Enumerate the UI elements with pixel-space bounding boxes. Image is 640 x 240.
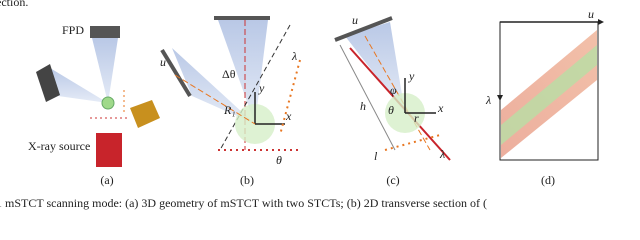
label: X-ray source <box>28 139 90 153</box>
arrow <box>598 19 604 25</box>
source <box>130 100 160 128</box>
beam <box>172 48 255 124</box>
ray <box>364 35 431 151</box>
label: y <box>258 81 265 95</box>
path <box>384 134 441 151</box>
label: φ <box>390 83 397 97</box>
object <box>101 96 115 110</box>
panel-label: (c) <box>386 173 399 187</box>
label: θ <box>276 153 282 167</box>
beam <box>345 22 405 113</box>
label: y <box>408 69 415 83</box>
caption: 1 mSTCT scanning mode: (a) 3D geometry o… <box>0 196 487 210</box>
label: u <box>588 7 594 21</box>
label: r <box>414 111 419 125</box>
panel-d: u λ (d) <box>485 7 604 187</box>
label: u <box>160 55 166 69</box>
label: θ <box>388 103 394 117</box>
beam <box>92 38 118 103</box>
label: l <box>374 149 378 163</box>
panel-label: (a) <box>100 173 113 187</box>
detector <box>90 26 120 38</box>
ray <box>174 74 256 125</box>
label: u <box>352 13 358 27</box>
panel-a: FPD X-ray source (a) <box>28 23 160 187</box>
panel-c: u φ y x θ r h l λ (c) <box>334 13 451 187</box>
label: λ <box>485 93 491 107</box>
top-text: ection. <box>0 0 28 9</box>
path <box>279 59 301 136</box>
panel-b: u Δθ λ R₁ x y θ (b) <box>160 16 301 187</box>
page: {"top_text": "ection.", "panels": [ {"la… <box>0 0 604 210</box>
beam <box>50 68 108 103</box>
panel-label: (d) <box>541 173 555 187</box>
detector <box>36 64 60 102</box>
label: λ <box>291 49 297 63</box>
guide <box>339 44 396 151</box>
label: h <box>360 99 366 113</box>
detector <box>160 48 192 98</box>
label: FPD <box>62 23 84 37</box>
source <box>96 133 122 167</box>
label: R₁ <box>223 103 236 117</box>
label: x <box>285 109 292 123</box>
figure: ection. FPD X-ray source (a) u Δθ λ R₁ x… <box>0 0 604 210</box>
arrow <box>497 95 503 101</box>
band <box>501 45 597 145</box>
label: x <box>437 101 444 115</box>
label: Δθ <box>222 67 236 81</box>
detector <box>334 16 393 42</box>
panel-label: (b) <box>240 173 254 187</box>
label: λ <box>439 147 445 161</box>
